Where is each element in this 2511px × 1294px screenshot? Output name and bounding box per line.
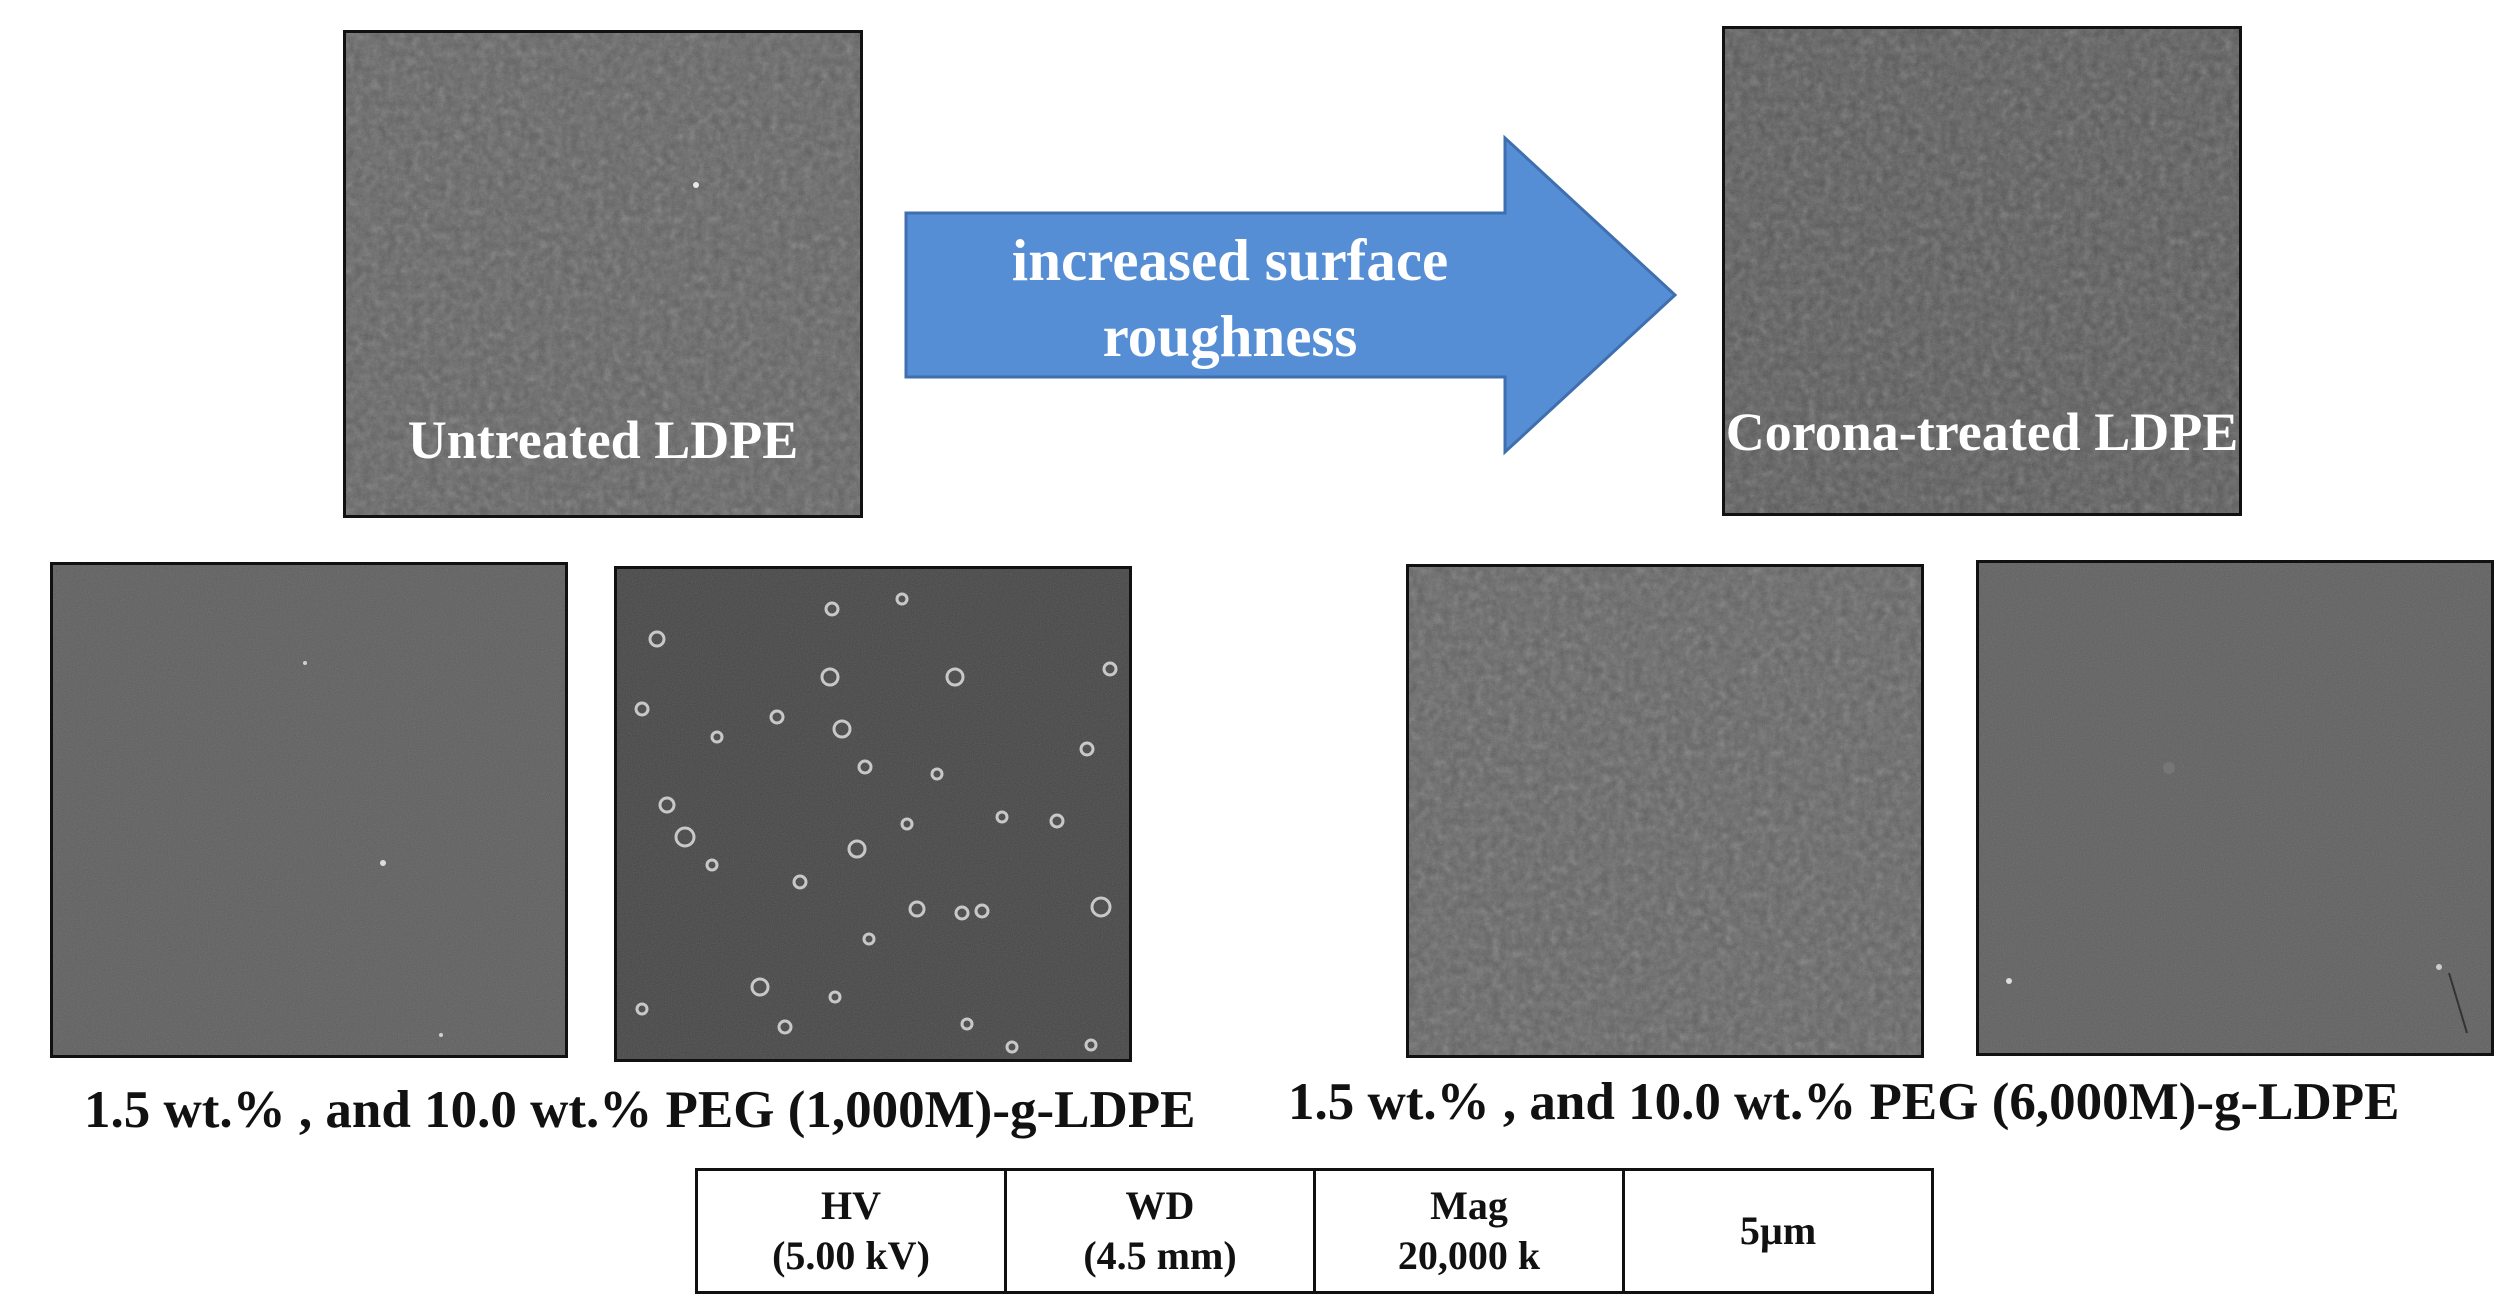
pore-particles: [634, 592, 1118, 1054]
sem-texture: [346, 33, 860, 515]
hv-value: (5.00 kV): [772, 1233, 930, 1278]
sem-image-peg6000-low: [1406, 564, 1924, 1058]
wd-value: (4.5 mm): [1083, 1233, 1237, 1278]
right-arrow-icon: [904, 134, 1678, 456]
mag-label: Mag: [1430, 1183, 1508, 1228]
sem-texture: [53, 565, 565, 1055]
sem-image-peg6000-high: [1976, 560, 2494, 1056]
mag-value: 20,000 k: [1397, 1233, 1541, 1278]
sem-parameters-table: HV (5.00 kV) WD (4.5 mm) Mag 20,000 k 5µ…: [695, 1168, 1934, 1294]
sem-label: Corona-treated LDPE: [1725, 402, 2239, 462]
wd-cell: WD (4.5 mm): [1004, 1168, 1316, 1294]
sem-texture: [617, 569, 1129, 1059]
sem-image-peg1000-low: [50, 562, 568, 1058]
sem-texture: [1409, 567, 1921, 1055]
arrow-text-line2: roughness: [1102, 303, 1358, 369]
scale-cell: 5µm: [1622, 1168, 1934, 1294]
sem-image-corona-treated-ldpe: Corona-treated LDPE: [1722, 26, 2242, 516]
arrow-shape: [904, 134, 1678, 456]
table-row: HV (5.00 kV) WD (4.5 mm) Mag 20,000 k 5µ…: [695, 1168, 1934, 1294]
hv-label: HV: [821, 1183, 881, 1228]
sem-texture: [1725, 29, 2239, 513]
sem-image-peg1000-high: [614, 566, 1132, 1062]
wd-label: WD: [1125, 1183, 1195, 1228]
caption-peg1000: 1.5 wt.% , and 10.0 wt.% PEG (1,000M)-g-…: [84, 1081, 1196, 1139]
mag-cell: Mag 20,000 k: [1313, 1168, 1625, 1294]
sem-texture: [1979, 563, 2491, 1053]
sem-label: Untreated LDPE: [407, 410, 799, 470]
arrow-text-line1: increased surface: [1011, 227, 1449, 293]
arrow-text: increased surface roughness: [900, 222, 1560, 374]
scale-value: 5µm: [1739, 1208, 1817, 1253]
hv-cell: HV (5.00 kV): [695, 1168, 1007, 1294]
sem-image-untreated-ldpe: Untreated LDPE: [343, 30, 863, 518]
caption-peg6000: 1.5 wt.% , and 10.0 wt.% PEG (6,000M)-g-…: [1288, 1073, 2400, 1131]
